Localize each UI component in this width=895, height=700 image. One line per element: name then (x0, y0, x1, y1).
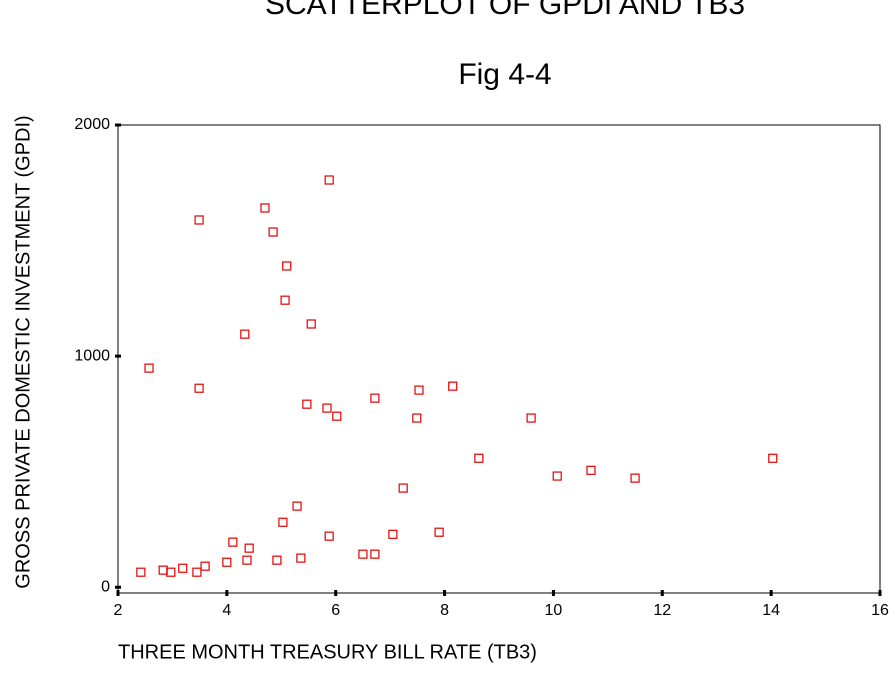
point (586, 465, 596, 475)
point (332, 411, 342, 421)
point (240, 329, 250, 339)
point (552, 471, 562, 481)
point (268, 227, 278, 237)
y-tick-label: 0 (101, 578, 110, 595)
point (324, 175, 334, 185)
point (474, 453, 484, 463)
point (412, 413, 422, 423)
point (448, 381, 458, 391)
y-axis-label: GROSS PRIVATE DOMESTIC INVESTMENT (GPDI) (12, 115, 34, 588)
point (526, 413, 536, 423)
point (768, 453, 778, 463)
x-tick-label: 16 (871, 602, 889, 619)
point (260, 203, 270, 213)
x-tick-label: 10 (545, 602, 563, 619)
point (358, 549, 368, 559)
chart-subtitle: Fig 4-4 (458, 58, 551, 91)
point (370, 393, 380, 403)
point (306, 319, 316, 329)
point (292, 501, 302, 511)
point (228, 537, 238, 547)
x-tick-label: 2 (114, 602, 123, 619)
point (370, 549, 380, 559)
point (200, 561, 210, 571)
x-tick-label: 14 (762, 602, 780, 619)
point (388, 529, 398, 539)
point (296, 553, 306, 563)
x-tick-label: 12 (653, 602, 671, 619)
x-axis-label: THREE MONTH TREASURY BILL RATE (TB3) (118, 641, 537, 663)
point (282, 261, 292, 271)
y-tick-label: 2000 (74, 116, 110, 133)
plot-frame (117, 124, 881, 594)
point (272, 555, 282, 565)
point (178, 563, 188, 573)
y-tick-label: 1000 (74, 347, 110, 364)
x-tick-label: 6 (331, 602, 340, 619)
point (194, 215, 204, 225)
point (194, 383, 204, 393)
x-tick-label: 4 (222, 602, 231, 619)
point (144, 363, 154, 373)
point (324, 531, 334, 541)
point (434, 527, 444, 537)
point (136, 567, 146, 577)
point (302, 399, 312, 409)
point (242, 555, 252, 565)
point (280, 295, 290, 305)
point (630, 473, 640, 483)
point (222, 557, 232, 567)
point (244, 543, 254, 553)
point (322, 403, 332, 413)
chart-title: SCATTERPLOT OF GPDI AND TB3 (265, 0, 745, 21)
point (414, 385, 424, 395)
point (166, 567, 176, 577)
point (192, 567, 202, 577)
point (158, 565, 168, 575)
point (398, 483, 408, 493)
point (278, 517, 288, 527)
x-tick-label: 8 (440, 602, 449, 619)
